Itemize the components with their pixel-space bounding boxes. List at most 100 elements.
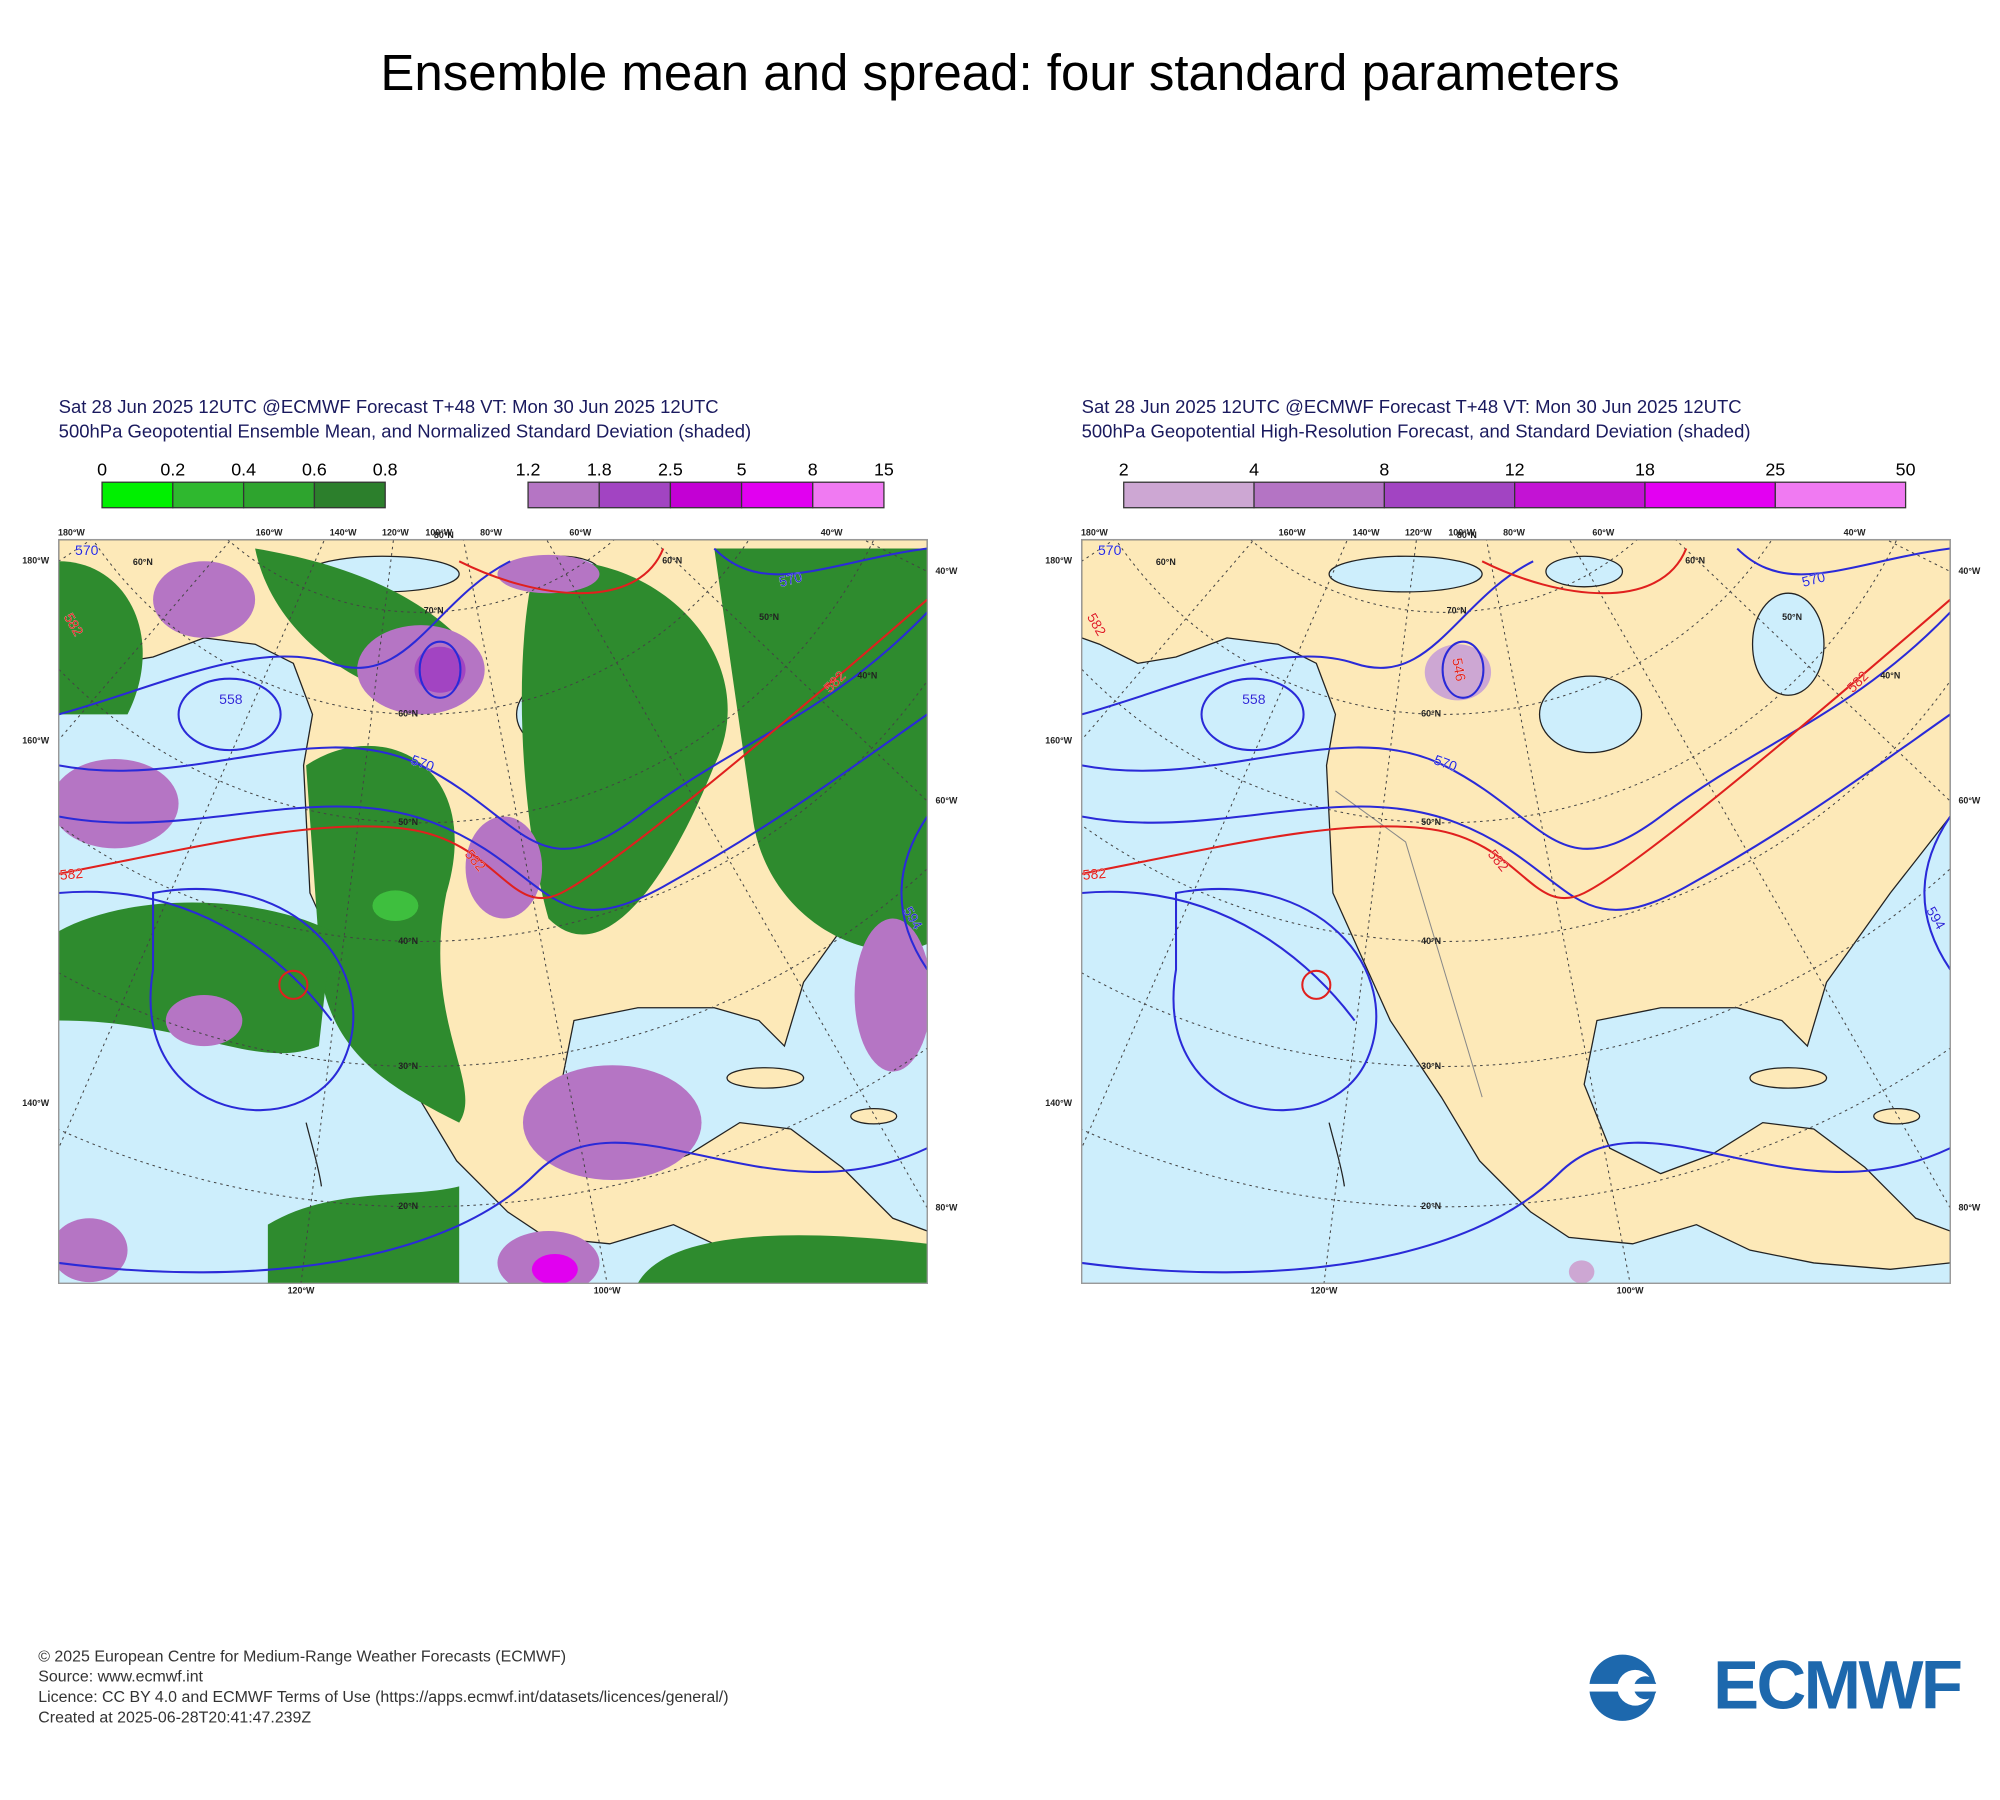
contour-label: 546 <box>1449 657 1469 683</box>
map-coordinate-label: 180°W <box>1045 556 1072 566</box>
map-coordinate-label: 160°W <box>1279 528 1306 538</box>
map-coordinate-label: 180°W <box>1081 528 1108 538</box>
colorbar-label: 1.2 <box>516 459 541 479</box>
map-coordinate-label: 120°W <box>288 1285 315 1295</box>
colorbar-label: 2 <box>1119 459 1129 479</box>
map-content <box>58 539 928 1284</box>
map-coordinate-label: 60°N <box>1421 709 1441 719</box>
map-coordinate-label: 40°N <box>1421 936 1441 946</box>
colorbar-label: 0.4 <box>231 459 256 479</box>
shading <box>58 548 928 1284</box>
footer-line: © 2025 European Centre for Medium-Range … <box>38 1648 566 1665</box>
page-title: Ensemble mean and spread: four standard … <box>380 44 1619 101</box>
contour-label: 582 <box>1082 865 1107 883</box>
map-coordinate-label: 100°W <box>1448 528 1475 538</box>
map-coordinate-label: 80°W <box>935 1202 957 1212</box>
map-coordinate-label: 180°W <box>22 556 49 566</box>
map-coordinate-label: 20°N <box>1421 1201 1441 1211</box>
map-coordinate-label: 70°N <box>424 605 444 615</box>
colorbar-swatch <box>1774 481 1907 509</box>
map-coordinate-label: 80°W <box>480 528 502 538</box>
colorbar-label: 5 <box>737 459 747 479</box>
colorbar-swatch <box>1123 481 1255 509</box>
colorbar-swatch <box>172 481 245 509</box>
map-frame <box>1080 538 1951 1284</box>
map-coordinate-label: 50°N <box>1421 817 1441 827</box>
map-coordinate-label: 80°N <box>1457 530 1477 540</box>
map-coordinate-label: 40°W <box>1844 528 1866 538</box>
map-coordinate-label: 120°W <box>1405 528 1432 538</box>
map-coordinate-label: 140°W <box>330 528 357 538</box>
map-coordinate-label: 160°W <box>22 736 49 746</box>
colorbar-label: 0.6 <box>302 459 327 479</box>
map-coordinate-label: 70°N <box>1447 605 1467 615</box>
colorbar-label: 0.8 <box>373 459 398 479</box>
contour-label: 570 <box>409 751 437 774</box>
map-coordinate-label: 60°N <box>133 557 153 567</box>
map-coordinate-label: 40°N <box>1880 670 1900 680</box>
map-coordinate-label: 160°W <box>256 528 283 538</box>
map-frame <box>58 538 928 1284</box>
colorbar-swatch <box>740 481 814 509</box>
map-coordinate-label: 120°W <box>1311 1285 1338 1295</box>
contour-label: 570 <box>75 542 99 558</box>
panel-header: Sat 28 Jun 2025 12UTC @ECMWF Forecast T+… <box>59 396 719 417</box>
map-coordinate-label: 50°N <box>759 612 779 622</box>
logo-text: ECMWF <box>1713 1646 1961 1723</box>
colorbar-swatch <box>1514 481 1646 509</box>
map-coordinate-label: 60°N <box>662 556 682 566</box>
map-coordinate-label: 40°N <box>857 670 877 680</box>
colorbar-label: 4 <box>1249 459 1259 479</box>
colorbar-label: 25 <box>1765 459 1785 479</box>
colorbar-label: 8 <box>808 459 818 479</box>
map-coordinate-label: 40°N <box>398 936 418 946</box>
shading <box>1568 1260 1595 1284</box>
map-coordinate-label: 30°N <box>1421 1061 1441 1071</box>
map-coordinate-label: 120°W <box>382 528 409 538</box>
map-coordinate-label: 30°N <box>398 1061 418 1071</box>
contour-label: 558 <box>1242 691 1266 707</box>
panel-header: 500hPa Geopotential High-Resolution Fore… <box>1082 420 1751 441</box>
map-coordinate-label: 180°W <box>58 528 85 538</box>
map-coordinate-label: 60°W <box>1958 795 1980 805</box>
colorbar-label: 1.8 <box>587 459 612 479</box>
panel-header: 500hPa Geopotential Ensemble Mean, and N… <box>59 420 752 441</box>
contour-label: 582 <box>59 865 84 883</box>
map-coordinate-label: 140°W <box>1353 528 1380 538</box>
map-coordinate-label: 100°W <box>1617 1285 1644 1295</box>
map-coordinate-label: 140°W <box>22 1098 49 1108</box>
map-panel <box>58 538 928 1284</box>
map-coordinate-label: 160°W <box>1045 736 1072 746</box>
colorbar-swatch <box>527 481 600 509</box>
map-coordinate-label: 80°W <box>1503 528 1525 538</box>
map-panel <box>1080 538 1951 1284</box>
map-content <box>1081 539 1951 1284</box>
map-coordinate-label: 60°N <box>1685 556 1705 566</box>
colorbar-label: 8 <box>1379 459 1389 479</box>
colorbar-swatch <box>669 481 743 509</box>
colorbar-label: 2.5 <box>658 459 683 479</box>
map-coordinate-label: 60°N <box>1156 557 1176 567</box>
map-coordinate-label: 40°W <box>935 566 957 576</box>
map-coordinate-label: 100°W <box>425 528 452 538</box>
colorbar-label: 18 <box>1635 459 1655 479</box>
map-coordinate-label: 60°W <box>935 795 957 805</box>
map-coordinate-label: 60°N <box>398 709 418 719</box>
colorbar-swatch <box>1253 481 1385 509</box>
map-coordinate-label: 100°W <box>594 1285 621 1295</box>
colorbar-label: 0 <box>97 459 107 479</box>
colorbar-label: 0.2 <box>160 459 185 479</box>
colorbar-label: 50 <box>1896 459 1916 479</box>
colorbar-swatch <box>313 481 386 509</box>
contour-label: 558 <box>219 691 243 707</box>
panel-header: Sat 28 Jun 2025 12UTC @ECMWF Forecast T+… <box>1082 396 1742 417</box>
map-coordinate-label: 40°W <box>1958 566 1980 576</box>
ecmwf-logo: ECMWF <box>1586 1646 1963 1723</box>
footer-line: Created at 2025-06-28T20:41:47.239Z <box>38 1710 311 1727</box>
map-coordinate-label: 80°N <box>434 530 454 540</box>
map-coordinate-label: 140°W <box>1045 1098 1072 1108</box>
colorbar-label: 15 <box>874 459 894 479</box>
